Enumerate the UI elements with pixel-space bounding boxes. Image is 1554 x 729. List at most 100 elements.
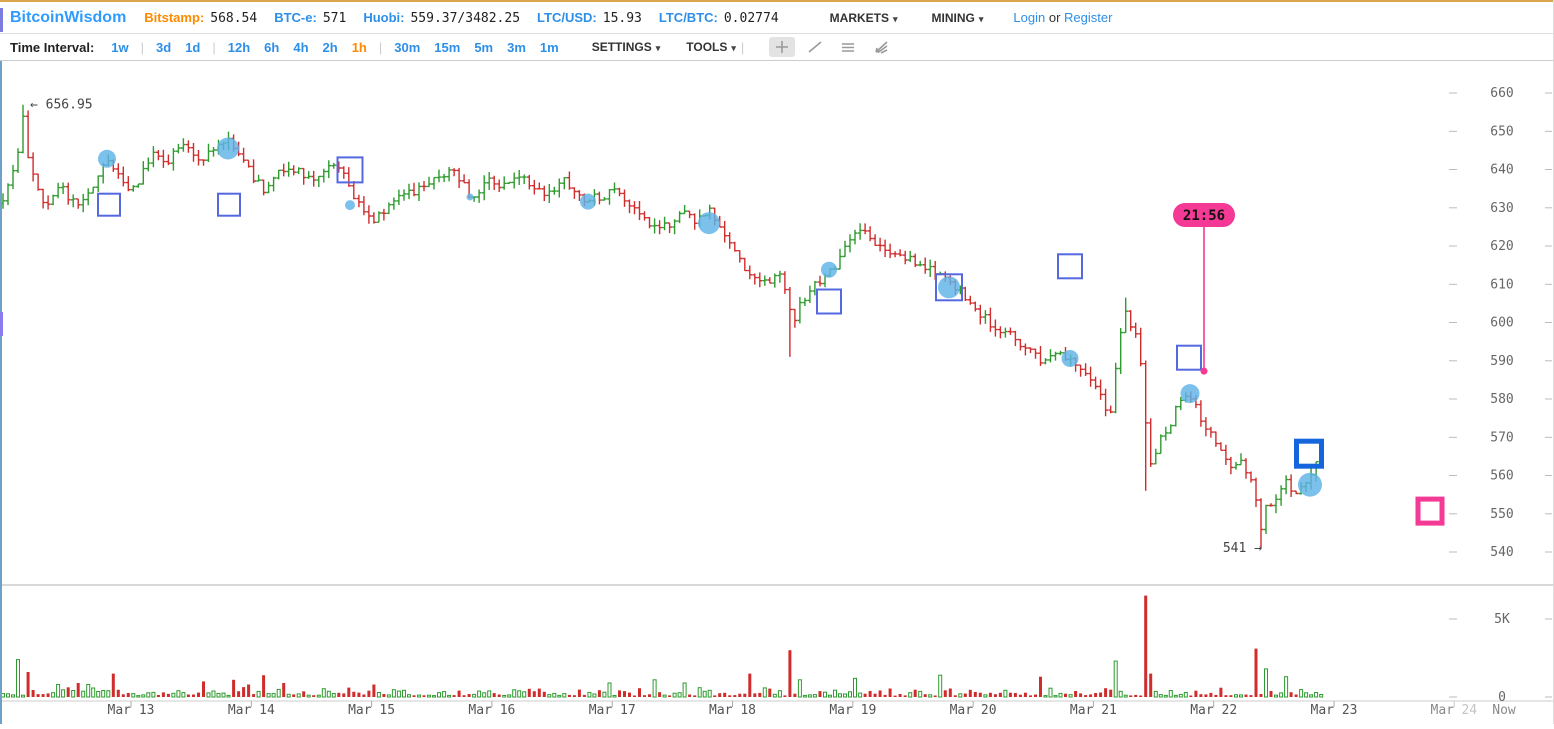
circle-marker[interactable]	[1061, 350, 1079, 367]
down-candles	[25, 110, 1299, 549]
volume-bar	[522, 691, 527, 698]
interval-1m[interactable]: 1m	[539, 39, 559, 55]
ticker-huobi[interactable]: Huobi: 559.37/3482.25	[363, 10, 520, 26]
volume-bar	[828, 694, 832, 698]
interval-6h[interactable]: 6h	[264, 39, 280, 55]
interval-30m[interactable]: 30m	[394, 39, 421, 55]
volume-bar	[232, 679, 236, 697]
circle-marker[interactable]	[1180, 384, 1200, 404]
volume-bar	[743, 693, 747, 697]
price-axis-label: 590	[1490, 354, 1513, 369]
square-marker[interactable]	[217, 192, 241, 217]
square-marker[interactable]	[1057, 253, 1083, 280]
circle-marker[interactable]	[345, 200, 355, 211]
interval-3d[interactable]: 3d	[156, 39, 172, 55]
settings-menu[interactable]: SETTINGS ▾	[592, 40, 661, 54]
register-link[interactable]: Register	[1064, 10, 1113, 25]
interval-3m[interactable]: 3m	[507, 39, 526, 55]
circle-marker[interactable]	[698, 212, 720, 235]
volume-bar	[738, 693, 742, 697]
volume-bar	[357, 692, 361, 697]
volume-bar	[46, 693, 50, 697]
volume-bar	[928, 694, 933, 698]
volume-bar	[978, 692, 982, 697]
volume-bar	[391, 689, 396, 698]
square-marker[interactable]	[935, 273, 963, 302]
volume-bar	[432, 695, 436, 698]
circle-marker[interactable]	[821, 261, 837, 278]
login-link[interactable]: Login	[1013, 10, 1046, 25]
ticker-btc-e[interactable]: BTC-e: 571	[274, 10, 346, 26]
price-axis-label: 640	[1490, 163, 1513, 178]
interval-2h[interactable]: 2h	[322, 39, 338, 55]
circle-marker[interactable]	[938, 276, 960, 299]
volume-bar	[807, 694, 812, 698]
tools-menu[interactable]: TOOLS ▾	[686, 40, 736, 54]
interval-5m[interactable]: 5m	[474, 39, 494, 55]
trendline-icon[interactable]	[802, 37, 828, 57]
volume-bar	[527, 688, 531, 697]
volume-bar	[983, 694, 988, 698]
trade-markers	[97, 137, 1445, 526]
alert-flag[interactable]: 21:56	[1173, 203, 1235, 375]
circle-marker[interactable]	[466, 193, 474, 201]
app-logo[interactable]: BitcoinWisdom	[10, 8, 127, 26]
chart-toolbar: Time Interval: 1w | 3d 1d | 12h 6h 4h 2h 1h | 30m 15…	[0, 34, 1554, 61]
volume-bar	[797, 679, 802, 698]
volume-bar	[156, 695, 160, 697]
pink-square-marker[interactable]	[1415, 496, 1445, 526]
circle-marker[interactable]	[580, 193, 596, 210]
volume-bar	[427, 694, 431, 698]
volume-bar	[648, 694, 651, 697]
candlestick-chart[interactable]: 21:56 ← 656.95 541 → 660 650 640 630 620 610 600 5…	[0, 61, 1554, 724]
ticker-value: 15.93	[602, 10, 642, 26]
volume-bar	[1123, 694, 1128, 698]
price-axis-label: 660	[1490, 86, 1513, 101]
volume-bar	[247, 684, 251, 697]
volume-bar	[1209, 692, 1213, 697]
volume-bar	[321, 688, 326, 698]
ticker-bitstamp[interactable]: Bitstamp: 568.54	[144, 10, 257, 26]
interval-4h[interactable]: 4h	[293, 39, 309, 55]
square-marker[interactable]	[1176, 344, 1202, 371]
square-marker[interactable]	[816, 288, 842, 315]
angle-tool-icon[interactable]	[868, 37, 894, 57]
chart-area[interactable]: 21:56 ← 656.95 541 → 660 650 640 630 620 610 600 5…	[0, 61, 1554, 724]
volume-bar	[306, 694, 311, 698]
markets-menu[interactable]: MARKETS ▾	[830, 11, 898, 25]
volume-bar	[507, 694, 512, 698]
volume-bar	[697, 687, 702, 698]
volume-bar	[948, 688, 952, 697]
volume-bar	[382, 694, 386, 697]
interval-12h[interactable]: 12h	[227, 39, 251, 55]
volume-bar	[437, 692, 441, 698]
interval-1h[interactable]: 1h	[351, 39, 367, 55]
circle-marker[interactable]	[1298, 472, 1322, 497]
volume-bar	[1149, 673, 1153, 697]
mining-menu[interactable]: MINING ▾	[932, 11, 984, 25]
volume-bar	[1094, 693, 1098, 697]
divider: |	[378, 39, 383, 55]
bold-square-marker[interactable]	[1294, 438, 1324, 469]
interval-1w[interactable]: 1w	[111, 39, 129, 55]
ticker-ltcusd[interactable]: LTC/USD: 15.93	[537, 10, 642, 26]
square-marker[interactable]	[97, 192, 121, 217]
volume-bar	[1319, 694, 1324, 698]
square-marker[interactable]	[336, 156, 364, 184]
volume-bar	[993, 694, 997, 697]
circle-marker[interactable]	[217, 137, 239, 160]
price-axis-label: 610	[1490, 277, 1513, 292]
volume-bar	[161, 692, 165, 697]
volume-bar	[1043, 695, 1048, 698]
volume-bar	[66, 687, 70, 697]
ticker-ltcbtc[interactable]: LTC/BTC: 0.02774	[659, 10, 779, 26]
circle-marker[interactable]	[98, 149, 116, 168]
crosshair-icon[interactable]	[769, 37, 796, 57]
interval-15m[interactable]: 15m	[434, 39, 461, 55]
horizontal-lines-icon[interactable]	[835, 37, 861, 57]
interval-1d[interactable]: 1d	[185, 39, 201, 55]
volume-bar	[953, 695, 957, 697]
day-label: Mar 21	[1070, 703, 1117, 718]
volume-bar	[331, 693, 336, 698]
day-label: Mar 18	[709, 703, 756, 718]
